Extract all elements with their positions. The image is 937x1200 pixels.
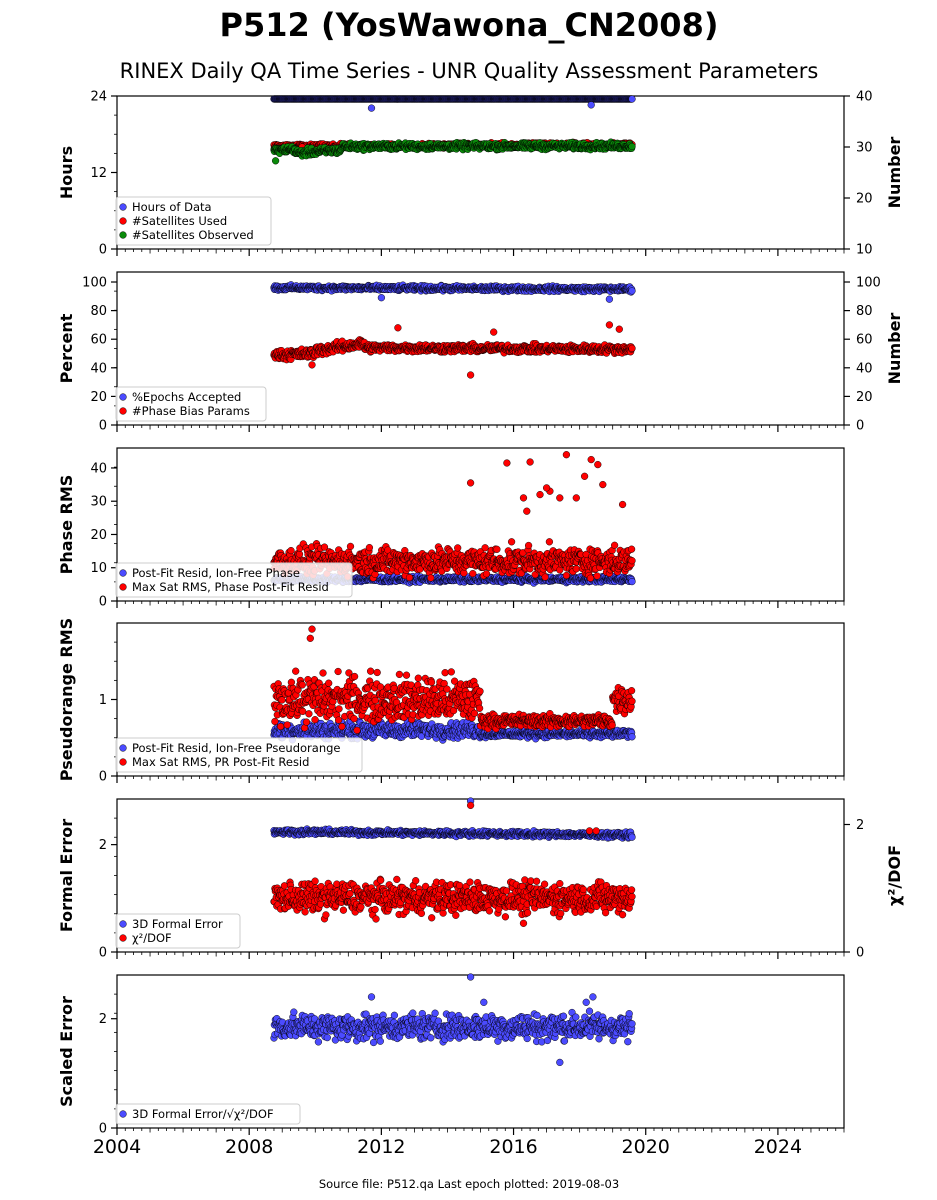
legend-label: #Satellites Used [132, 214, 227, 228]
data-point-outlier [615, 325, 623, 333]
legend-marker [119, 231, 127, 239]
y-tick-label: 12 [90, 166, 107, 181]
data-point [628, 344, 636, 352]
legend-marker [119, 407, 127, 415]
y-tick-label: 20 [90, 390, 107, 405]
y-right-tick-label: 60 [856, 333, 873, 348]
y-tick-label: 10 [90, 561, 107, 576]
y-right-tick-label: 100 [856, 276, 881, 291]
data-point-outlier [271, 157, 280, 165]
y-right-tick-label: 10 [856, 243, 873, 258]
figure-title: P512 (YosWawona_CN2008) [220, 6, 719, 44]
data-point-outlier [377, 294, 386, 302]
data-point-outlier [394, 324, 402, 332]
y-right-tick-label: 80 [856, 304, 873, 319]
panel-2: 0 20 40 60 80 100 0 20 40 60 80 100 Percent Number %Ep… [57, 271, 904, 434]
y-right-tick-label: 20 [856, 390, 873, 405]
legend-label: Hours of Data [132, 200, 212, 214]
y-tick-label: 20 [90, 528, 107, 543]
data-point [287, 546, 295, 555]
data-point-outlier [587, 101, 595, 109]
figure-subtitle: RINEX Daily QA Time Series - UNR Quality… [120, 59, 819, 83]
y-right-tick-label: 0 [856, 419, 864, 434]
legend-label: %Epochs Accepted [132, 390, 241, 404]
y-tick-label: 0 [99, 419, 107, 434]
data-points [270, 95, 636, 165]
y-tick-label: 40 [90, 461, 107, 476]
y-axis-right-label: Number [885, 313, 904, 385]
legend-marker [119, 217, 127, 225]
data-point-outlier [466, 371, 475, 379]
data-point-outlier [490, 328, 498, 336]
data-point-outlier [605, 295, 614, 303]
data-point-outlier [605, 321, 614, 329]
legend: Hours of Data#Satellites Used#Satellites… [115, 196, 272, 246]
y-axis-label: Phase RMS [57, 475, 76, 575]
y-tick-label: 100 [82, 276, 107, 291]
legend: %Epochs Accepted#Phase Bias Params [115, 386, 267, 422]
legend-label: #Phase Bias Params [132, 404, 250, 418]
data-point [628, 577, 636, 586]
y-tick-label: 40 [90, 361, 107, 376]
data-point-outlier [367, 104, 376, 112]
y-tick-label: 0 [99, 243, 107, 258]
y-tick-label: 60 [90, 333, 107, 348]
y-axis-label: Percent [57, 313, 76, 383]
data-point [628, 142, 636, 151]
y-right-tick-label: 40 [856, 361, 873, 376]
legend-label: #Satellites Observed [132, 228, 254, 242]
y-right-tick-label: 30 [856, 141, 873, 156]
y-right-tick-label: 40 [856, 90, 873, 105]
y-tick-label: 24 [90, 90, 107, 105]
y-right-tick-label: 20 [856, 192, 873, 207]
series-hours-of-data [270, 95, 636, 112]
data-point [295, 550, 304, 558]
data-point [628, 95, 636, 103]
legend-marker [119, 393, 127, 401]
y-axis-label: Hours [57, 146, 76, 199]
y-axis-right-label: Number [885, 137, 904, 209]
data-point [628, 287, 636, 295]
y-tick-label: 30 [90, 495, 107, 510]
data-point-outlier [308, 361, 316, 369]
legend-marker [119, 203, 127, 211]
y-tick-label: 0 [99, 595, 107, 610]
y-tick-label: 80 [90, 304, 107, 319]
